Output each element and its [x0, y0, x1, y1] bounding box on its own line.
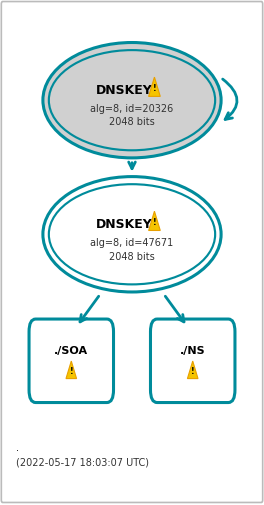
Ellipse shape — [43, 177, 221, 292]
Polygon shape — [149, 212, 160, 231]
Text: 2048 bits: 2048 bits — [109, 251, 155, 261]
Text: DNSKEY: DNSKEY — [96, 217, 152, 230]
FancyBboxPatch shape — [150, 319, 235, 403]
Polygon shape — [149, 78, 160, 97]
FancyBboxPatch shape — [29, 319, 114, 403]
Text: (2022-05-17 18:03:07 UTC): (2022-05-17 18:03:07 UTC) — [16, 457, 149, 467]
Ellipse shape — [43, 43, 221, 159]
FancyArrowPatch shape — [223, 80, 237, 120]
FancyBboxPatch shape — [1, 3, 263, 502]
Polygon shape — [187, 362, 198, 379]
Text: alg=8, id=47671: alg=8, id=47671 — [90, 237, 174, 247]
Polygon shape — [66, 362, 77, 379]
Text: alg=8, id=20326: alg=8, id=20326 — [90, 104, 174, 114]
Text: !: ! — [153, 84, 156, 93]
Text: 2048 bits: 2048 bits — [109, 117, 155, 127]
Text: !: ! — [69, 366, 73, 375]
Text: ./NS: ./NS — [180, 345, 206, 355]
Text: DNSKEY: DNSKEY — [96, 83, 152, 96]
Text: !: ! — [191, 366, 195, 375]
Text: !: ! — [153, 218, 156, 227]
Text: .: . — [16, 442, 19, 452]
Text: ./SOA: ./SOA — [54, 345, 88, 355]
